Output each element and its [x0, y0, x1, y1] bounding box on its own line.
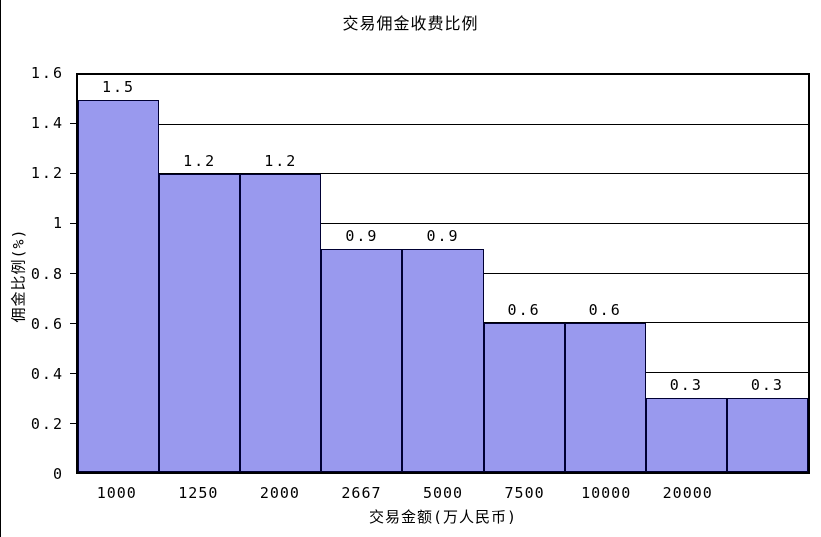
- y-tick-label: 1.2: [30, 164, 64, 183]
- bar-value-label: 0.9: [345, 226, 379, 245]
- y-tick-mark: [70, 373, 76, 375]
- bar: [483, 323, 565, 472]
- x-tick-label: 2667: [341, 484, 382, 502]
- bar-column: 1.2: [159, 75, 241, 472]
- bar-value-label: 0.3: [669, 375, 703, 394]
- bar-column: 0.3: [726, 75, 808, 472]
- bar: [78, 99, 160, 472]
- y-axis-tick-labels: 0 0.2 0.4 0.6 0.8 1 1.2 1.4 1.6: [0, 64, 76, 483]
- plot-area: 1.5 1.2 1.2 0.9 0.9 0.6 0.6 0.3 0.3: [76, 73, 810, 474]
- bar-value-label: 0.6: [507, 301, 541, 320]
- y-tick-label: 0.8: [30, 264, 64, 283]
- y-tick-label: 0.4: [30, 364, 64, 383]
- bar: [240, 174, 322, 472]
- x-axis-tick-labels: 1000 1250 2000 2667 5000 7500 10000 20000: [76, 484, 810, 502]
- y-axis-tick-marks: [0, 73, 76, 474]
- bar-value-label: 1.5: [102, 77, 136, 96]
- x-tick-label: 7500: [504, 484, 545, 502]
- x-tick-label: 20000: [662, 484, 713, 502]
- y-tick-mark: [70, 122, 76, 124]
- bar-column: 0.9: [402, 75, 484, 472]
- bar-column: 0.3: [645, 75, 727, 472]
- y-tick-label: 1.4: [30, 114, 64, 133]
- bar-column: 0.6: [564, 75, 646, 472]
- y-tick-label: 0.6: [30, 314, 64, 333]
- gridline: [78, 222, 808, 224]
- x-axis-title: 交易金额(万人民币): [368, 508, 518, 526]
- bar: [159, 174, 241, 472]
- x-tick-label: 5000: [422, 484, 464, 502]
- bar: [321, 248, 403, 472]
- bar-value-label: 0.6: [588, 301, 622, 320]
- x-tick-label: 1000: [96, 484, 137, 502]
- y-tick-label: 0: [52, 465, 64, 483]
- gridline: [78, 173, 808, 175]
- x-tick-label: 2000: [259, 484, 300, 502]
- bar: [564, 323, 646, 472]
- y-tick-mark: [70, 323, 76, 325]
- y-tick-mark: [70, 222, 76, 224]
- x-tick-label: 1250: [178, 484, 219, 502]
- bar-column: 1.5: [78, 75, 160, 472]
- bar-column: 0.6: [483, 75, 565, 472]
- bar-value-label: 1.2: [183, 152, 217, 171]
- y-tick-mark: [70, 273, 76, 274]
- y-tick-label: 0.2: [30, 414, 64, 433]
- gridline: [78, 123, 808, 125]
- bar-value-label: 0.3: [750, 375, 784, 394]
- bar: [645, 397, 727, 472]
- bar-column: 0.9: [321, 75, 403, 472]
- window-left-border: [0, 0, 1, 537]
- x-tick-label: [729, 484, 811, 502]
- bar-series: 1.5 1.2 1.2 0.9 0.9 0.6 0.6 0.3 0.3: [78, 75, 808, 472]
- x-tick-label: 10000: [581, 484, 632, 502]
- chart-title: 交易佣金收费比例: [342, 14, 479, 33]
- y-tick-label: 1.6: [30, 64, 64, 82]
- bar: [402, 248, 484, 472]
- bar-column: 1.2: [240, 75, 322, 472]
- y-tick-label: 1: [52, 214, 64, 233]
- bar-value-label: 1.2: [264, 152, 298, 171]
- bar-value-label: 0.9: [426, 226, 460, 245]
- y-tick-mark: [70, 172, 76, 174]
- bar: [726, 397, 808, 472]
- y-tick-mark: [70, 423, 76, 425]
